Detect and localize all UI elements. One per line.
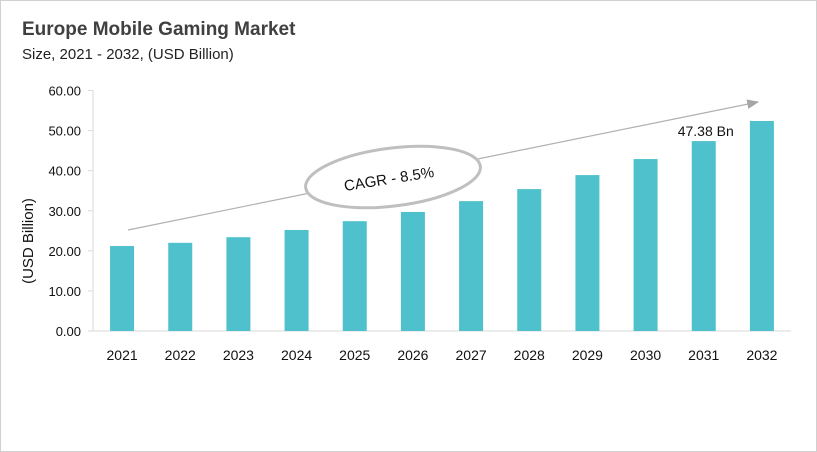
x-tick-label: 2026 — [397, 347, 428, 363]
y-tick-label: 0.00 — [56, 324, 81, 339]
x-tick-label: 2028 — [514, 347, 545, 363]
y-tick-label: 50.00 — [48, 124, 81, 139]
x-tick-label: 2031 — [688, 347, 719, 363]
cagr-ellipse — [304, 144, 482, 210]
bar-2031 — [691, 141, 716, 331]
y-tick-label: 60.00 — [48, 84, 81, 99]
bar-2025 — [342, 221, 367, 331]
x-tick-label: 2032 — [746, 347, 777, 363]
x-tick-label: 2023 — [223, 347, 254, 363]
chart-title: Europe Mobile Gaming Market — [22, 19, 296, 40]
x-tick-label: 2024 — [281, 347, 312, 363]
bar-2023 — [226, 237, 251, 331]
x-tick-label: 2025 — [339, 347, 370, 363]
x-tick-label: 2030 — [630, 347, 661, 363]
bar-2032 — [749, 120, 774, 331]
y-tick-label: 20.00 — [48, 244, 81, 259]
x-tick-label: 2027 — [456, 347, 487, 363]
data-label-2031: 47.38 Bn — [678, 123, 734, 139]
chart-subtitle: Size, 2021 - 2032, (USD Billion) — [22, 46, 234, 63]
bar-2029 — [575, 175, 600, 331]
y-tick-label: 30.00 — [48, 204, 81, 219]
bar-2022 — [168, 242, 193, 331]
x-tick-label: 2029 — [572, 347, 603, 363]
bar-2027 — [459, 201, 484, 331]
bar-2024 — [284, 229, 309, 331]
x-tick-label: 2021 — [107, 347, 138, 363]
y-tick-label: 40.00 — [48, 164, 81, 179]
y-tick-label: 10.00 — [48, 284, 81, 299]
bar-2026 — [400, 211, 425, 331]
y-axis-label: (USD Billion) — [20, 198, 37, 284]
bar-2028 — [517, 189, 542, 331]
bar-2021 — [110, 246, 135, 331]
bar-2030 — [633, 159, 658, 331]
x-tick-label: 2022 — [165, 347, 196, 363]
